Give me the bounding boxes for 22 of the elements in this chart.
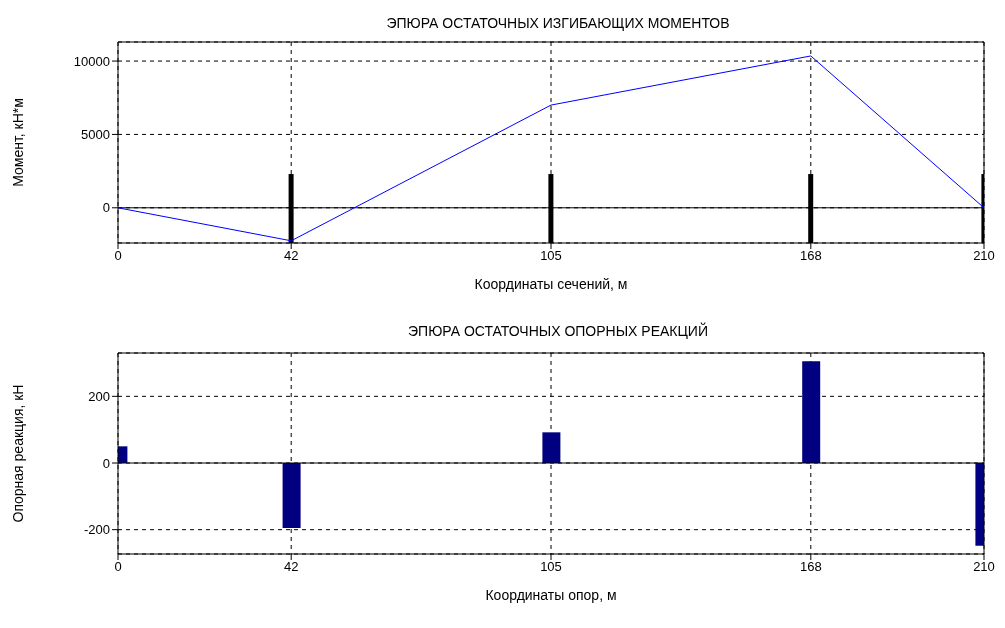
x-axis-title: Координаты опор, м (485, 587, 617, 603)
y-tick-label: 10000 (73, 53, 110, 69)
chart-title: ЭПЮРА ОСТАТОЧНЫХ ИЗГИБАЮЩИХ МОМЕНТОВ (385, 14, 731, 33)
y-axis-title: Момент, кН*м (9, 98, 26, 187)
x-tick-label: 105 (540, 248, 562, 264)
y-tick-label: 0 (102, 200, 110, 216)
x-tick-label: 210 (973, 559, 995, 575)
x-tick-label: 168 (799, 559, 822, 575)
y-axis-title: Опорная реакция, кН (9, 384, 26, 523)
x-tick-label: 0 (114, 248, 122, 264)
x-tick-label: 0 (114, 559, 122, 575)
y-tick-label: 0 (102, 455, 110, 471)
y-tick-label: -200 (83, 522, 110, 538)
x-tick-label: 168 (799, 248, 822, 264)
x-tick-label: 42 (283, 248, 299, 264)
chart-title: ЭПЮРА ОСТАТОЧНЫХ ОПОРНЫХ РЕАКЦИЙ (407, 321, 709, 341)
x-tick-label: 210 (973, 248, 995, 264)
x-tick-label: 105 (540, 559, 562, 575)
y-tick-label: 200 (88, 388, 110, 404)
y-tick-label: 5000 (81, 127, 110, 143)
x-tick-label: 42 (283, 559, 299, 575)
x-axis-title: Координаты сечений, м (474, 276, 628, 292)
